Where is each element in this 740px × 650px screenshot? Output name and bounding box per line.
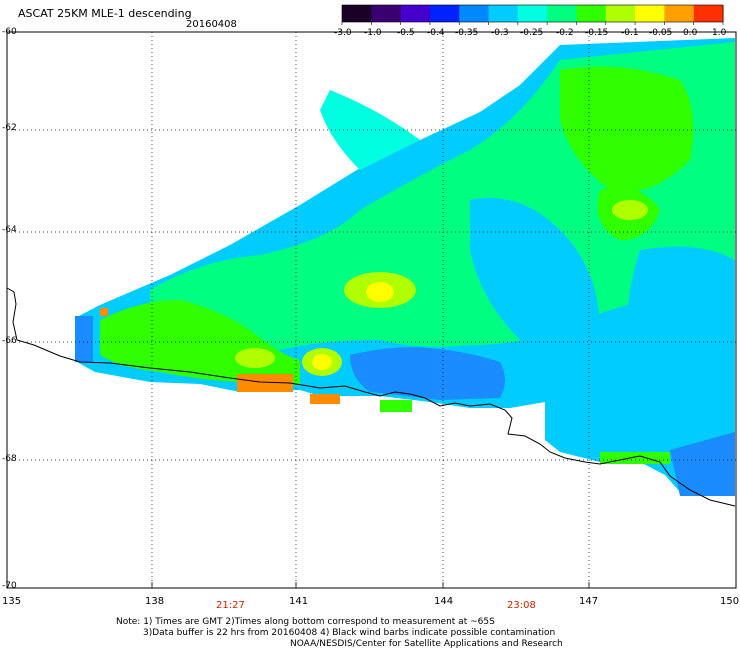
swath-ygreen-region xyxy=(612,200,648,220)
pass-time-label: 21:27 xyxy=(216,600,245,611)
colorbar-swatch xyxy=(547,5,578,22)
swath-green-region xyxy=(380,400,412,412)
colorbar-swatch xyxy=(488,5,519,22)
swath-blue-region xyxy=(350,347,505,400)
lat-label: -62 xyxy=(2,123,17,133)
lon-label: 141 xyxy=(289,596,309,607)
lat-lon-grid xyxy=(7,32,736,588)
colorbar-swatch xyxy=(429,5,460,22)
swath-green-region xyxy=(560,66,694,192)
map-title: ASCAT 25KM MLE-1 descending xyxy=(18,7,192,20)
colorbar-swatch xyxy=(635,5,665,22)
pass-time-label: 23:08 xyxy=(507,600,536,611)
colorbar-label: -0.4 xyxy=(427,28,445,38)
colorbar-label: -3.0 xyxy=(334,28,352,38)
lon-label: 147 xyxy=(579,596,599,607)
colorbar-label: -0.35 xyxy=(455,28,479,38)
lon-label: 150 xyxy=(720,596,740,607)
colorbar-label: -0.5 xyxy=(397,28,415,38)
lon-label: 135 xyxy=(2,596,22,607)
footnote-line-1: Note: 1) Times are GMT 2)Times along bot… xyxy=(116,617,495,627)
lat-label: -64 xyxy=(2,225,17,235)
colorbar-label: 0.0 xyxy=(683,28,698,38)
colorbar-swatch xyxy=(664,5,695,22)
swath-yellow-region xyxy=(366,282,394,302)
colorbar-swatch xyxy=(576,5,607,22)
colorbar-label: -0.25 xyxy=(520,28,544,38)
coastline-path xyxy=(6,287,736,507)
colorbar-label: -0.15 xyxy=(585,28,609,38)
colorbar-label: -1.0 xyxy=(364,28,382,38)
swath-cyan-region xyxy=(470,198,600,344)
colorbar-label: -0.05 xyxy=(649,28,673,38)
footnote-line-2: 3)Data buffer is 22 hrs from 20160408 4)… xyxy=(143,628,556,638)
colorbar-swatch xyxy=(693,5,724,22)
colorbar-label: -0.2 xyxy=(556,28,574,38)
lat-label: -68 xyxy=(2,454,17,464)
lon-label: 138 xyxy=(145,596,165,607)
swath-aqua-region xyxy=(320,90,420,170)
lat-label: -70 xyxy=(2,581,17,591)
lon-label: 144 xyxy=(434,596,454,607)
colorbar-swatch xyxy=(342,5,372,22)
plot-frame xyxy=(6,31,737,589)
swath-blue-region xyxy=(670,432,735,496)
swath-cyan-region xyxy=(626,246,735,490)
swath-orange-region xyxy=(100,308,108,316)
coastline xyxy=(6,287,736,507)
colorbar-label: -0.3 xyxy=(491,28,509,38)
colorbar-swatch xyxy=(400,5,431,22)
colorbar-label: 1.0 xyxy=(712,28,727,38)
swath-orange-region xyxy=(310,394,340,404)
swath-orange-region xyxy=(237,374,293,392)
colorbar-swatch xyxy=(459,5,490,22)
colorbar-swatch xyxy=(371,5,402,22)
swath-blue-region xyxy=(75,316,93,362)
colorbar xyxy=(341,4,724,25)
footnote-line-3: NOAA/NESDIS/Center for Satellite Applica… xyxy=(290,639,563,649)
swath-ygreen-region xyxy=(235,348,275,368)
map-date: 20160408 xyxy=(186,19,237,30)
colorbar-swatch xyxy=(605,5,636,22)
colorbar-label: -0.1 xyxy=(621,28,639,38)
lat-label: -60 xyxy=(2,27,17,37)
swath-yellow-region xyxy=(312,354,332,370)
data-swath xyxy=(75,38,735,496)
lat-label: -66 xyxy=(2,336,17,346)
colorbar-swatch xyxy=(517,5,548,22)
